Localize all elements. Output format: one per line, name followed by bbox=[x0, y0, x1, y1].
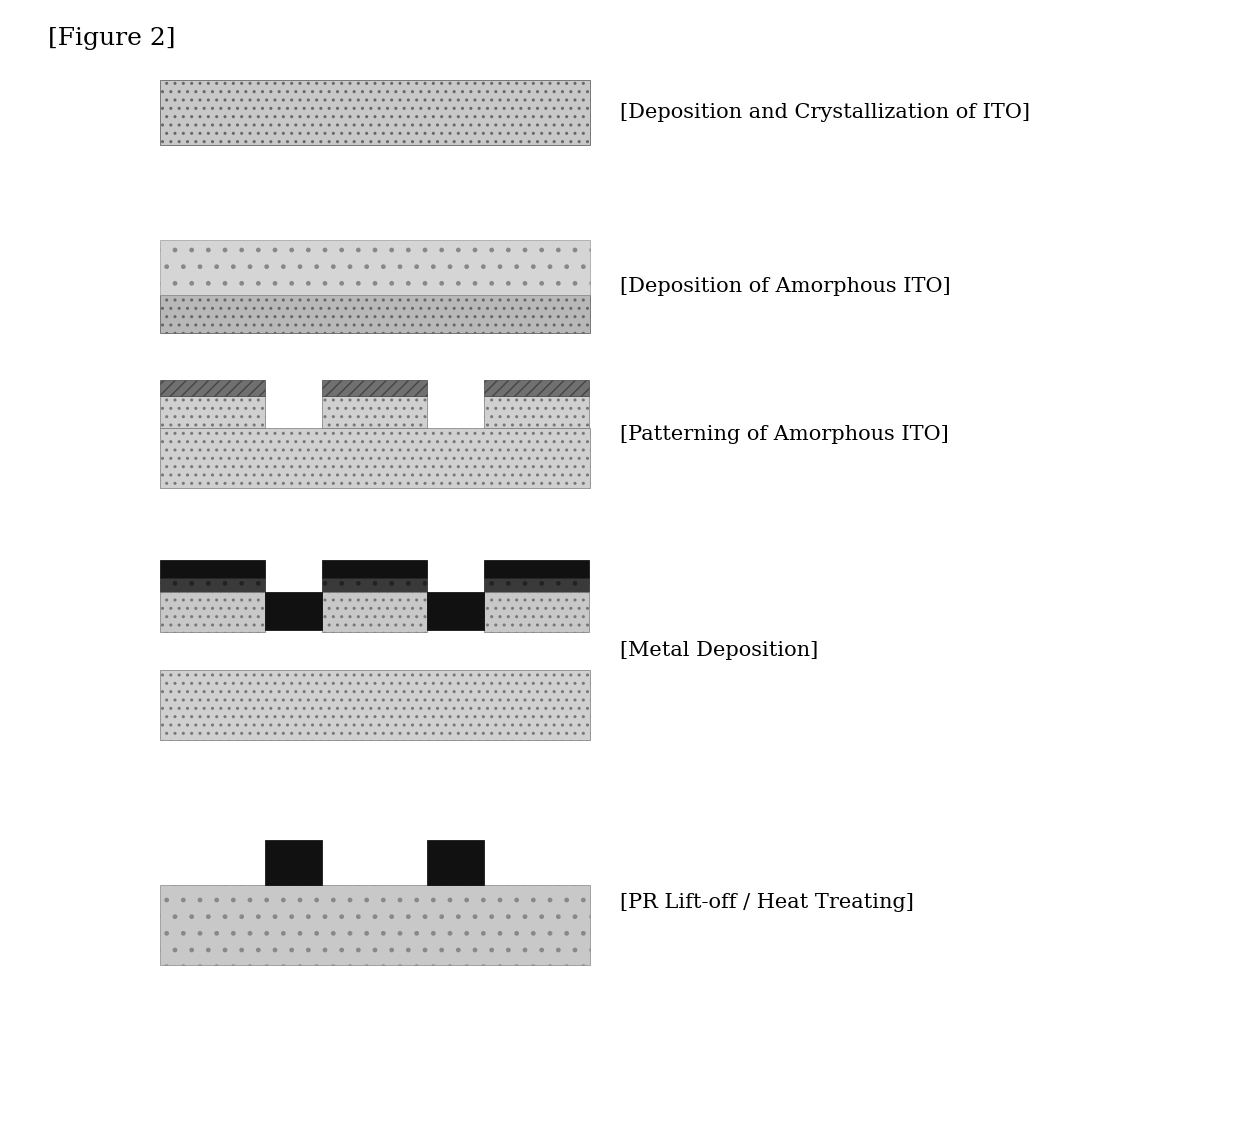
Bar bbox=[322, 560, 427, 578]
Bar bbox=[484, 380, 589, 397]
Bar bbox=[160, 295, 590, 333]
Bar bbox=[160, 670, 590, 740]
Bar bbox=[160, 578, 265, 593]
Bar bbox=[484, 578, 589, 593]
Bar bbox=[160, 885, 590, 965]
Bar bbox=[484, 560, 589, 578]
Bar bbox=[160, 240, 590, 295]
Bar bbox=[265, 840, 322, 885]
Bar bbox=[427, 593, 484, 630]
Text: [Metal Deposition]: [Metal Deposition] bbox=[620, 640, 818, 659]
Bar bbox=[427, 840, 484, 885]
Text: [Patterning of Amorphous ITO]: [Patterning of Amorphous ITO] bbox=[620, 425, 949, 443]
Text: [Deposition of Amorphous ITO]: [Deposition of Amorphous ITO] bbox=[620, 276, 951, 296]
Bar bbox=[160, 593, 265, 632]
Bar bbox=[160, 80, 590, 145]
Bar bbox=[322, 578, 427, 593]
Bar bbox=[160, 428, 590, 488]
Bar bbox=[322, 380, 427, 397]
Bar bbox=[160, 380, 265, 397]
Bar bbox=[484, 397, 589, 428]
Bar bbox=[160, 397, 265, 428]
Bar bbox=[484, 593, 589, 632]
Bar bbox=[265, 593, 322, 630]
Text: [Figure 2]: [Figure 2] bbox=[48, 26, 176, 50]
Bar bbox=[322, 397, 427, 428]
Text: [PR Lift-off / Heat Treating]: [PR Lift-off / Heat Treating] bbox=[620, 893, 914, 912]
Text: [Deposition and Crystallization of ITO]: [Deposition and Crystallization of ITO] bbox=[620, 103, 1030, 122]
Bar bbox=[322, 593, 427, 632]
Bar bbox=[160, 560, 265, 578]
